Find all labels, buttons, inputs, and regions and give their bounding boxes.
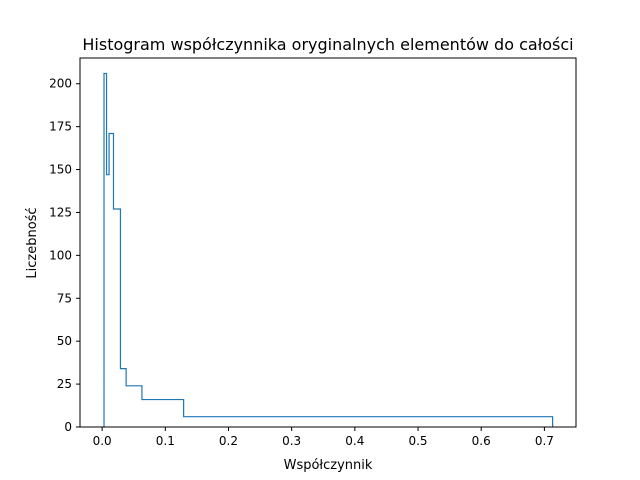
x-tick-label: 0.2: [219, 434, 238, 448]
y-tick-label: 50: [57, 334, 72, 348]
axes-frame: [79, 57, 577, 428]
y-tick-label: 100: [49, 248, 72, 262]
y-axis-label: Liczebność: [25, 207, 40, 278]
x-tick-label: 0.1: [156, 434, 175, 448]
chart-title: Histogram współczynnika oryginalnych ele…: [82, 35, 573, 54]
y-tick-label: 175: [49, 120, 72, 134]
y-tick-label: 125: [49, 205, 72, 219]
x-tick-label: 0.7: [535, 434, 554, 448]
x-tick-label: 0.0: [93, 434, 112, 448]
x-tick-label: 0.5: [408, 434, 427, 448]
y-tick-label: 200: [49, 77, 72, 91]
x-tick-label: 0.3: [282, 434, 301, 448]
x-axis-label: Współczynnik: [284, 458, 373, 473]
y-tick-label: 150: [49, 163, 72, 177]
y-tick-label: 0: [64, 420, 72, 434]
x-tick-label: 0.4: [345, 434, 364, 448]
axis-ticks: 0.0 0.1 0.2 0.3 0.4 0.5 0.6 0.7 0 25 50 75 100 125 150…: [49, 77, 554, 448]
y-tick-label: 25: [57, 377, 72, 391]
x-tick-label: 0.6: [472, 434, 491, 448]
histogram-step-line: [103, 72, 554, 427]
y-tick-label: 75: [57, 291, 72, 305]
